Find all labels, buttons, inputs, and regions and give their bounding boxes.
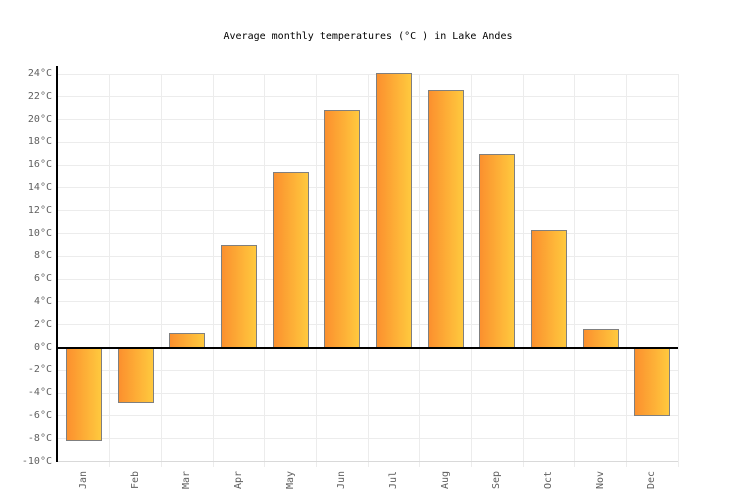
x-gridline <box>522 74 524 467</box>
y-tick-label: 8°C <box>33 250 52 262</box>
bar-dec <box>634 347 671 416</box>
x-gridline <box>160 74 162 467</box>
x-gridline <box>264 74 266 467</box>
y-tick-label: 16°C <box>27 159 52 171</box>
y-tick-label: 6°C <box>33 273 52 285</box>
y-tick-label: -10°C <box>21 455 52 467</box>
y-tick-label: 24°C <box>27 68 52 79</box>
x-tick-label: May <box>284 470 296 489</box>
x-tick-label: Nov <box>594 470 606 489</box>
bar-oct <box>530 230 567 348</box>
x-gridline <box>212 74 214 467</box>
x-tick-label: Aug <box>439 470 451 489</box>
y-tick-label: 2°C <box>33 318 52 330</box>
x-tick-label: Apr <box>232 470 244 489</box>
x-tick-label: Jan <box>77 470 89 489</box>
zero-axis-line <box>58 346 678 349</box>
y-tick-label: 10°C <box>27 227 52 239</box>
bar-jun <box>324 110 361 348</box>
y-tick-label: -2°C <box>27 364 52 376</box>
y-axis-line <box>56 66 58 462</box>
y-tick-label: 4°C <box>33 295 52 307</box>
y-tick-label: -6°C <box>27 409 52 421</box>
bar-may <box>272 172 309 348</box>
y-tick-label: 12°C <box>27 204 52 216</box>
y-tick-label: 0°C <box>33 341 52 353</box>
x-tick-label: Mar <box>181 470 193 489</box>
chart-title: Average monthly temperatures (°C ) in La… <box>223 31 513 42</box>
bar-jan <box>65 347 102 441</box>
y-tick-label: -8°C <box>27 432 52 444</box>
y-tick-label: 18°C <box>27 136 52 148</box>
x-tick-label: Jun <box>336 470 348 489</box>
bar-sep <box>479 153 516 348</box>
bar-jul <box>375 72 412 348</box>
x-tick-label: Oct <box>542 470 554 489</box>
bar-nov <box>582 329 619 348</box>
y-tick-label: -4°C <box>27 387 52 399</box>
x-tick-label: Jul <box>387 470 399 489</box>
x-gridline <box>109 74 111 467</box>
x-tick-label: Feb <box>129 470 141 489</box>
x-gridline <box>574 74 576 467</box>
x-tick-label: Dec <box>646 470 658 489</box>
x-gridline <box>367 74 369 467</box>
x-gridline <box>677 74 679 467</box>
y-tick-label: 20°C <box>27 113 52 125</box>
y-tick-label: 22°C <box>27 90 52 102</box>
y-tick-label: 14°C <box>27 181 52 193</box>
bar-feb <box>117 347 154 404</box>
x-gridline <box>470 74 472 467</box>
x-gridline <box>419 74 421 467</box>
bar-apr <box>220 244 257 348</box>
x-gridline <box>625 74 627 467</box>
bar-mar <box>169 332 206 348</box>
bar-aug <box>427 89 464 348</box>
x-tick-label: Sep <box>491 470 503 489</box>
x-gridline <box>315 74 317 467</box>
x-axis-line <box>58 461 678 462</box>
